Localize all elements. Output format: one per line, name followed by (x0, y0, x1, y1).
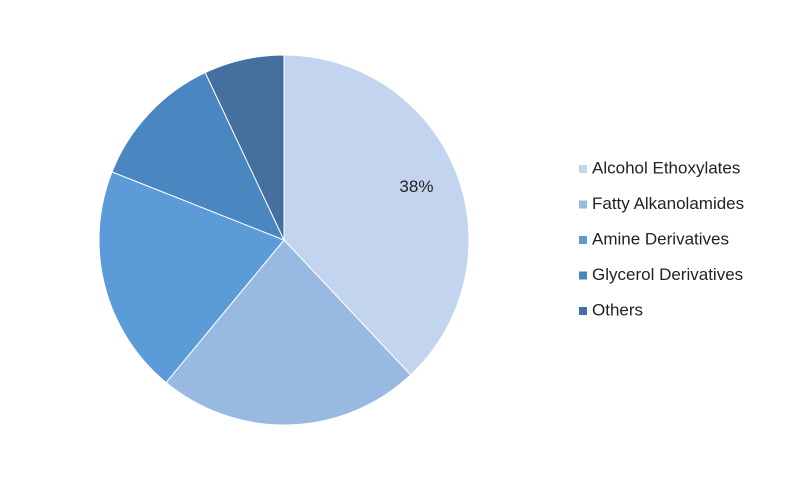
legend-label: Amine Derivatives (592, 229, 729, 248)
pie-slice (111, 71, 285, 241)
legend-label: Fatty Alkanolamides (592, 194, 744, 213)
data-label: 38% (399, 177, 433, 196)
pie-slice (283, 54, 470, 376)
legend-label: Glycerol Derivatives (592, 265, 743, 284)
legend-swatch (579, 236, 587, 244)
legend-label: Alcohol Ethoxylates (592, 158, 740, 177)
pie-slice (165, 239, 412, 426)
pie-slice (98, 171, 285, 384)
legend-swatch (579, 307, 587, 315)
legend-swatch (579, 165, 587, 173)
legend-label: Others (592, 300, 643, 319)
legend-swatch (579, 271, 587, 280)
pie-slice (204, 54, 285, 241)
legend-swatch (579, 200, 587, 209)
